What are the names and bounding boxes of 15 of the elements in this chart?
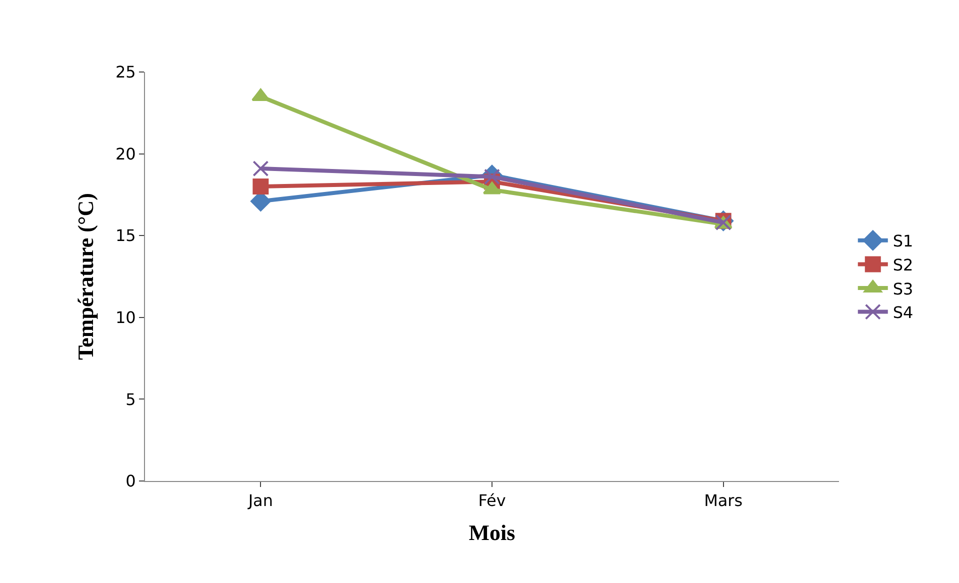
y-tick-label: 25 (115, 62, 136, 82)
y-tick-label: 5 (126, 390, 136, 409)
x-axis-title: Mois (468, 520, 516, 546)
y-tick-label: 10 (115, 308, 136, 327)
legend-label: S2 (892, 255, 914, 274)
y-tick-label: 0 (126, 472, 136, 491)
x-tick-label: Fév (478, 491, 506, 510)
y-tick-label: 15 (115, 226, 136, 246)
x-tick-label: Mars (704, 491, 743, 510)
y-tick-label: 20 (115, 144, 136, 164)
y-axis-title: Température (°C) (73, 192, 98, 360)
legend-label: S1 (892, 232, 914, 251)
legend-label: S4 (892, 303, 914, 322)
x-tick-label: Jan (247, 491, 274, 510)
legend-label: S3 (892, 279, 914, 298)
